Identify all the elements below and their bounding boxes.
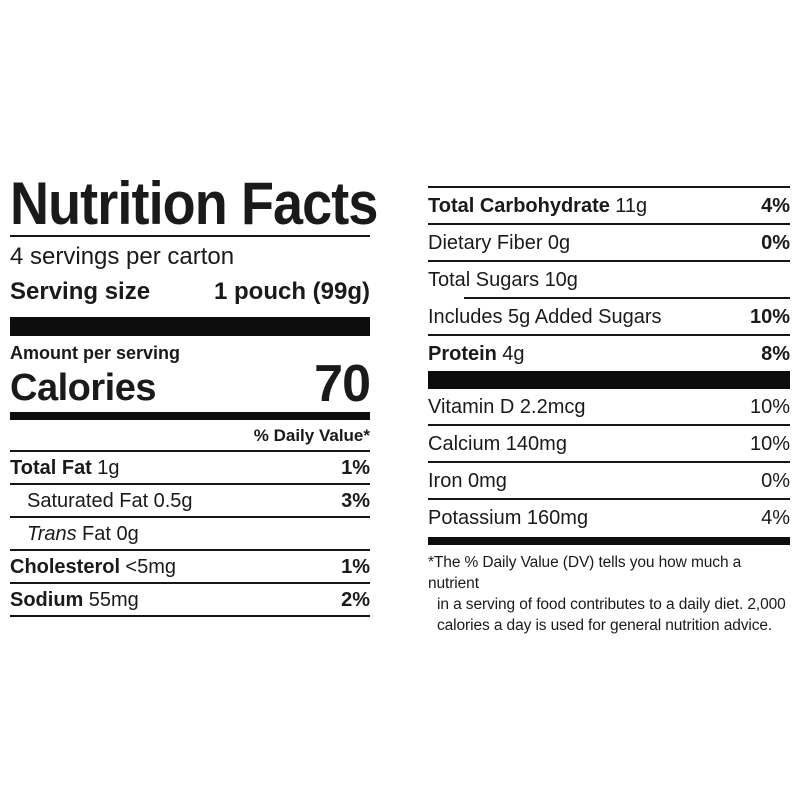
amount-per-serving-label: Amount per serving [10,343,181,363]
daily-value-percent: 10% [749,396,790,418]
nutrient-row-trans-fat: Trans Fat 0g [10,518,370,549]
divider [428,223,790,225]
nutrient-name: Dietary Fiber [428,232,543,254]
footnote-line: in a serving of food contributes to a da… [437,596,786,613]
divider [428,260,790,262]
nutrient-name: Total Fat [10,457,92,479]
vitamin-row-iron: Iron 0mg 0% [428,463,790,498]
daily-value-percent: 1% [341,457,370,479]
thick-divider-bar [428,371,790,389]
daily-value-percent: 2% [341,589,370,611]
vitamin-row-calcium: Calcium 140mg 10% [428,426,790,461]
nutrient-amount: 4g [502,343,525,365]
footnote-line: calories a day is used for general nutri… [437,617,773,634]
vitamin-row-vitamin-d: Vitamin D 2.2mcg 10% [428,389,790,424]
nutrient-amount: 1g [97,457,120,479]
daily-value-percent: 4% [761,507,790,529]
daily-value-percent: 4% [761,195,790,217]
nutrient-name: Cholesterol [10,556,121,578]
label-title: Nutrition Facts [10,170,378,237]
divider [428,498,790,500]
divider [428,424,790,426]
nutrient-row-protein: Protein 4g 8% [428,336,790,371]
daily-value-percent: 0% [761,232,790,254]
nutrient-row-saturated-fat: Saturated Fat 0.5g 3% [10,485,370,516]
nutrient-name: Iron 0mg [428,470,507,492]
indented-divider [464,297,790,299]
calories-row: Calories 70 [10,355,371,413]
label-right-column: Total Carbohydrate 11g 4% Dietary Fiber 0g… [428,186,790,636]
daily-value-header: % Daily Value* [253,426,370,445]
divider [428,461,790,463]
nutrient-name: Sodium [10,589,84,611]
daily-value-percent: 10% [749,433,790,455]
nutrient-name: Potassium 160mg [428,507,589,529]
vitamin-row-potassium: Potassium 160mg 4% [428,500,790,535]
nutrient-row-added-sugars: Includes 5g Added Sugars 10% [428,299,790,334]
nutrient-text: Sodium 55mg [10,589,139,612]
servings-per-container: 4 servings per carton [10,243,235,270]
daily-value-percent: 8% [761,343,790,365]
nutrient-text: Protein 4g [428,342,525,366]
divider [10,483,370,485]
nutrient-amount: 0.5g [153,490,193,512]
nutrient-row-sodium: Sodium 55mg 2% [10,584,370,615]
nutrient-name: Calcium 140mg [428,433,567,455]
serving-size-row: Serving size 1 pouch (99g) [10,276,370,308]
nutrient-text: Total Sugars 10g [428,268,578,292]
nutrient-row-dietary-fiber: Dietary Fiber 0g 0% [428,225,790,260]
medium-divider-bar [10,412,370,420]
nutrient-amount: 10g [544,269,578,291]
nutrient-amount: 0g [547,232,571,254]
nutrient-name: Saturated Fat [27,490,149,512]
nutrient-text: Includes 5g Added Sugars [428,305,662,329]
nutrient-text: Trans Fat 0g [27,523,139,546]
daily-value-percent: 3% [341,490,370,512]
calories-value: 70 [314,355,371,413]
nutrient-text: Total Fat 1g [10,457,120,480]
daily-value-percent: 10% [749,306,790,328]
nutrient-row-total-carbohydrate: Total Carbohydrate 11g 4% [428,188,790,223]
nutrient-name: Trans [27,523,77,545]
nutrient-text: Total Carbohydrate 11g [428,194,647,218]
divider [10,549,370,551]
nutrient-name: Total Carbohydrate [428,195,610,217]
footnote-line: *The % Daily Value (DV) tells you how mu… [428,554,742,592]
serving-size-label: Serving size [10,278,151,305]
divider [10,615,370,617]
calories-label: Calories [10,366,156,409]
nutrient-text: Dietary Fiber 0g [428,231,570,255]
nutrient-row-total-sugars: Total Sugars 10g [428,262,790,297]
nutrient-text: Cholesterol <5mg [10,556,176,579]
nutrient-text: Saturated Fat 0.5g [27,490,193,513]
nutrient-name: Vitamin D 2.2mcg [428,396,586,418]
nutrient-row-cholesterol: Cholesterol <5mg 1% [10,551,370,582]
divider [10,582,370,584]
nutrient-name: Total Sugars [428,269,540,291]
nutrient-amount: 11g [615,195,648,217]
divider [10,450,370,452]
nutrient-name: Includes 5g Added Sugars [428,306,662,328]
daily-value-percent: 0% [761,470,790,492]
nutrient-name: Protein [428,343,497,365]
medium-divider-bar [428,537,790,545]
nutrient-amount: Fat 0g [82,523,139,545]
divider [10,516,370,518]
divider [428,186,790,188]
nutrient-amount: 55mg [88,589,139,611]
title-divider [10,235,370,237]
nutrient-row-total-fat: Total Fat 1g 1% [10,452,370,483]
label-left-column: Nutrition Facts 4 servings per carton Se… [10,170,378,617]
daily-value-percent: 1% [341,556,370,578]
serving-size-value: 1 pouch (99g) [213,278,370,305]
divider [428,334,790,336]
nutrient-amount: <5mg [125,556,177,578]
daily-value-footnote: *The % Daily Value (DV) tells you how mu… [428,552,790,636]
thick-divider-bar [10,317,370,336]
